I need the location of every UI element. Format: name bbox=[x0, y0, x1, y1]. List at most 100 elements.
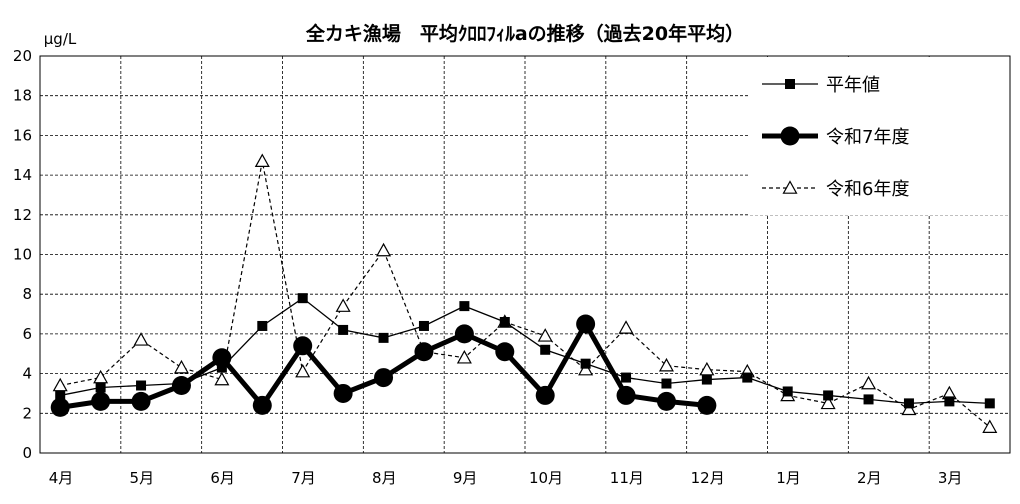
y-tick-label: 10 bbox=[13, 246, 32, 264]
y-tick-label: 8 bbox=[22, 285, 32, 303]
x-tick-label: 12月 bbox=[691, 469, 725, 487]
data-point-triangle bbox=[133, 332, 149, 346]
legend-label: 令和6年度 bbox=[826, 179, 909, 200]
data-point-square bbox=[378, 332, 389, 343]
data-point-circle bbox=[697, 395, 717, 415]
data-point-square bbox=[782, 386, 793, 397]
data-point-triangle bbox=[982, 419, 998, 433]
data-point-triangle bbox=[861, 375, 877, 390]
data-point-square bbox=[903, 398, 914, 409]
data-point-square bbox=[418, 320, 429, 331]
data-point-square bbox=[257, 320, 268, 331]
y-tick-label: 0 bbox=[22, 444, 32, 462]
x-tick-label: 6月 bbox=[210, 469, 235, 487]
series-line-thin-solid-square bbox=[60, 297, 990, 405]
data-point-square bbox=[944, 396, 955, 407]
x-tick-label: 5月 bbox=[130, 469, 155, 487]
x-tick-label: 2月 bbox=[857, 469, 882, 487]
data-point-circle bbox=[616, 385, 636, 405]
data-point-triangle bbox=[93, 369, 109, 384]
data-point-square bbox=[823, 390, 834, 401]
data-point-square bbox=[216, 362, 227, 373]
data-point-circle bbox=[535, 385, 555, 405]
data-point-triangle bbox=[214, 371, 230, 386]
x-tick-label: 9月 bbox=[453, 469, 478, 487]
y-tick-label: 12 bbox=[13, 206, 32, 224]
y-tick-label: 20 bbox=[13, 47, 32, 65]
data-point-triangle bbox=[618, 320, 634, 334]
data-point-circle bbox=[131, 391, 151, 411]
data-point-square bbox=[459, 301, 470, 312]
data-point-triangle bbox=[658, 357, 674, 372]
x-tick-label: 11月 bbox=[610, 469, 644, 487]
y-tick-label: 2 bbox=[22, 404, 32, 422]
data-point-square bbox=[621, 372, 632, 383]
x-tick-label: 7月 bbox=[291, 469, 316, 487]
data-point-square bbox=[499, 316, 510, 327]
data-point-square bbox=[136, 380, 147, 391]
data-point-triangle bbox=[173, 359, 189, 374]
y-tick-label: 6 bbox=[22, 325, 32, 343]
data-point-square bbox=[742, 372, 753, 383]
legend-item: 平年値 bbox=[762, 75, 880, 96]
y-tick-label: 4 bbox=[22, 365, 32, 383]
x-axis-ticks: 4月 5月 6月 7月 8月 9月 10月 11月 12月 1月 2月 3月 bbox=[49, 469, 963, 487]
series-line-dashed-open-triangle bbox=[60, 161, 991, 428]
data-point-triangle bbox=[335, 298, 351, 312]
data-point-triangle bbox=[782, 180, 798, 194]
legend-item: 令和6年度 bbox=[762, 179, 909, 200]
data-point-square bbox=[297, 293, 308, 304]
data-point-square bbox=[580, 358, 591, 369]
x-tick-label: 3月 bbox=[938, 469, 963, 487]
y-tick-label: 14 bbox=[13, 166, 32, 184]
data-point-square bbox=[661, 378, 672, 389]
data-point-circle bbox=[50, 397, 70, 417]
data-point-triangle bbox=[456, 349, 472, 364]
data-point-triangle bbox=[376, 242, 392, 257]
data-point-circle bbox=[374, 368, 394, 388]
data-point-triangle bbox=[254, 153, 270, 168]
data-point-circle bbox=[576, 314, 596, 334]
legend-item: 令和7年度 bbox=[762, 126, 909, 148]
data-point-circle bbox=[454, 324, 474, 344]
data-point-triangle bbox=[537, 328, 553, 342]
legend-label: 平年値 bbox=[826, 75, 880, 96]
data-point-triangle bbox=[901, 401, 917, 416]
y-tick-label: 16 bbox=[13, 126, 32, 144]
data-point-circle bbox=[656, 391, 676, 411]
data-point-circle bbox=[414, 342, 434, 362]
series-layer bbox=[50, 153, 998, 433]
data-point-circle bbox=[495, 342, 515, 362]
x-tick-label: 8月 bbox=[372, 469, 397, 487]
legend-label: 令和7年度 bbox=[826, 127, 909, 148]
data-point-circle bbox=[171, 376, 191, 396]
data-point-triangle bbox=[52, 377, 68, 392]
x-tick-label: 4月 bbox=[49, 469, 74, 487]
y-axis-ticks: 0 2 4 6 8 10 12 14 16 18 20 bbox=[13, 47, 32, 462]
data-point-square bbox=[338, 324, 349, 335]
data-point-square bbox=[540, 344, 551, 355]
data-point-triangle bbox=[578, 361, 594, 376]
data-point-circle bbox=[780, 126, 800, 146]
y-tick-label: 18 bbox=[13, 87, 32, 105]
data-point-square bbox=[863, 394, 874, 405]
data-point-circle bbox=[212, 348, 232, 368]
x-tick-label: 1月 bbox=[776, 469, 801, 487]
y-axis-unit: μg/L bbox=[44, 30, 77, 48]
chart-title: 全カキ漁場 平均ｸﾛﾛﾌｨﾙaの推移（過去20年平均） bbox=[305, 22, 744, 45]
data-point-triangle bbox=[295, 363, 311, 378]
data-point-square bbox=[701, 374, 712, 385]
data-point-circle bbox=[293, 336, 313, 356]
series-thick-solid-circle bbox=[50, 314, 717, 417]
data-point-circle bbox=[333, 383, 353, 403]
data-point-circle bbox=[252, 395, 272, 415]
plot-border bbox=[39, 55, 1011, 454]
data-point-triangle bbox=[820, 395, 836, 410]
data-point-square bbox=[984, 398, 995, 409]
data-point-square bbox=[785, 79, 795, 89]
data-point-square bbox=[95, 382, 106, 393]
data-point-square bbox=[55, 390, 66, 401]
x-tick-label: 10月 bbox=[529, 469, 563, 487]
